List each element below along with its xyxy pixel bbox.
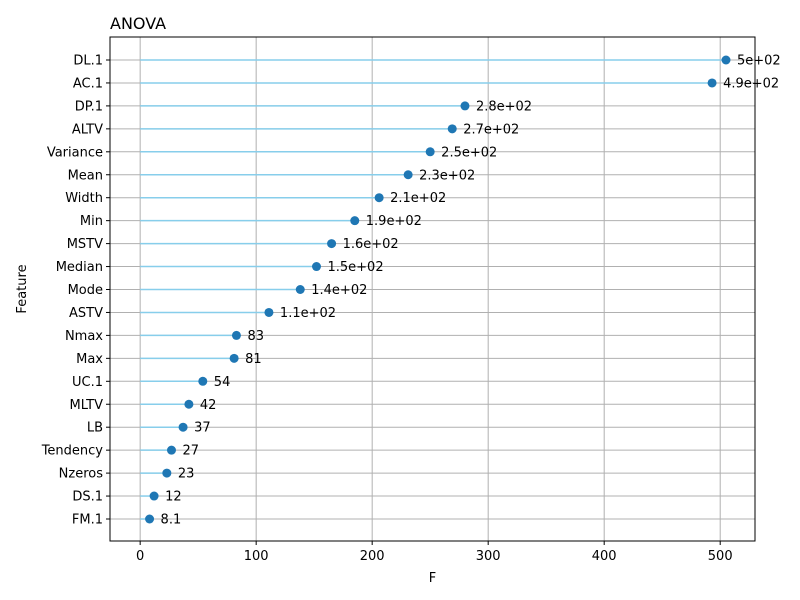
y-tick-label: LB [87,421,103,436]
y-tick-label: DL.1 [73,54,103,69]
y-tick-label: MLTV [69,398,103,413]
marker-Mean [403,170,413,180]
data-label-ASTV: 1.1e+02 [280,306,336,321]
data-label-UC.1: 54 [214,375,231,390]
stem-layer [140,59,726,520]
marker-ALTV [447,124,457,134]
marker-Min [350,216,360,226]
marker-Variance [425,147,435,157]
marker-MLTV [184,399,194,409]
x-tick-layer: 0 100 200 300 400 500 [136,541,733,564]
marker-Nzeros [162,468,172,478]
marker-DS.1 [149,491,159,501]
data-label-Nzeros: 23 [178,467,195,482]
data-label-FM.1: 8.1 [161,513,182,528]
data-label-ALTV: 2.7e+02 [463,122,519,137]
data-label-MSTV: 1.6e+02 [343,237,399,252]
x-tick-label: 300 [476,549,501,564]
data-label-Mode: 1.4e+02 [311,283,367,298]
data-label-DS.1: 12 [165,490,182,505]
data-label-Median: 1.5e+02 [327,260,383,275]
data-label-Max: 81 [245,352,262,367]
marker-Mode [295,285,305,294]
marker-Width [374,193,384,203]
x-tick-label: 100 [244,549,269,564]
data-label-Width: 2.1e+02 [390,191,446,206]
marker-DP.1 [460,101,470,111]
marker-layer [145,55,731,524]
marker-Tendency [166,445,176,455]
marker-ASTV [264,307,274,317]
data-label-Nmax: 83 [247,329,264,344]
x-tick-label: 400 [592,549,617,564]
y-tick-label: FM.1 [72,513,103,528]
data-label-DP.1: 2.8e+02 [476,99,532,114]
marker-AC.1 [707,78,717,88]
y-tick-layer: DL.1 AC.1 DP.1 ALTV Variance Mean Width Min MSTV… [41,54,110,528]
y-tick-label: Width [65,191,103,206]
y-axis-label: Feature [15,264,30,313]
y-tick-label: Variance [47,145,103,160]
y-tick-label: DS.1 [72,490,103,505]
data-label-DL.1: 5e+02 [737,54,781,69]
y-tick-label: Max [76,352,103,367]
plot-frame [109,36,756,542]
marker-DL.1 [721,55,731,65]
x-axis-label: F [429,571,436,586]
data-label-LB: 37 [194,421,211,436]
marker-Max [229,353,239,363]
x-tick-label: 0 [136,549,144,564]
marker-MSTV [327,239,337,249]
y-tick-label: ASTV [69,306,103,321]
marker-Median [311,262,321,272]
x-tick-label: 500 [708,549,733,564]
y-tick-label: Nzeros [59,467,104,482]
y-tick-label: AC.1 [73,76,103,91]
data-label-Tendency: 27 [182,444,199,459]
data-label-AC.1: 4.9e+02 [723,76,779,91]
x-tick-label: 200 [360,549,385,564]
marker-LB [178,422,188,432]
y-tick-label: Tendency [41,444,104,459]
data-label-Variance: 2.5e+02 [441,145,497,160]
y-tick-label: Mode [68,283,103,298]
chart-title: ANOVA [110,14,166,33]
y-tick-label: DP.1 [75,99,103,114]
marker-UC.1 [198,376,208,386]
data-label-MLTV: 42 [200,398,217,413]
y-tick-label: Min [80,214,103,229]
marker-Nmax [231,330,241,340]
y-tick-label: Mean [68,168,103,183]
marker-FM.1 [145,514,155,524]
data-label-layer: 5e+02 4.9e+02 2.8e+02 2.7e+02 2.5e+02 2.3e+02… [161,54,781,528]
y-tick-label: Nmax [65,329,103,344]
data-label-Min: 1.9e+02 [366,214,422,229]
y-tick-label: ALTV [72,122,103,137]
y-tick-label: Median [56,260,103,275]
data-label-Mean: 2.3e+02 [419,168,475,183]
y-tick-label: MSTV [67,237,103,252]
y-tick-label: UC.1 [72,375,103,390]
